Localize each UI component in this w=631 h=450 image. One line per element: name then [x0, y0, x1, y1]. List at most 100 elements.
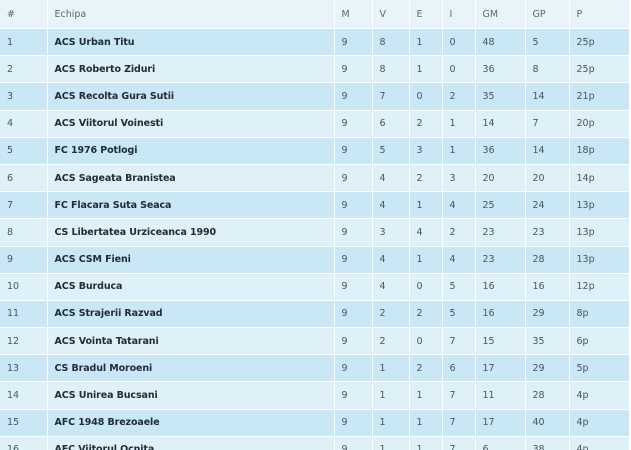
team-name-cell: FC Flacara Suta Seaca	[47, 191, 335, 220]
table-row: 9 ACS CSM Fieni 9 4 1 4 23 28 13p	[0, 246, 630, 274]
losses-cell: 1	[442, 110, 476, 138]
table-row: 8 CS Libertatea Urziceanca 1990 9 3 4 2 23 23 13…	[0, 218, 630, 247]
goals-against-cell: 5	[525, 28, 570, 57]
wins-cell: 2	[372, 300, 410, 329]
col-header-goals-for: GM	[475, 0, 526, 29]
wins-cell: 4	[372, 273, 410, 301]
goals-against-cell: 35	[525, 327, 570, 356]
position-cell: 9	[0, 246, 48, 274]
goals-against-cell: 8	[525, 55, 570, 84]
played-cell: 9	[334, 82, 373, 111]
points-cell: 25p	[569, 55, 630, 84]
points-cell: 18p	[569, 137, 630, 165]
goals-against-cell: 28	[525, 246, 570, 274]
points-cell: 8p	[569, 300, 630, 329]
goals-against-cell: 20	[525, 164, 570, 193]
points-cell: 21p	[569, 82, 630, 111]
goals-against-cell: 38	[525, 436, 570, 450]
losses-cell: 4	[442, 246, 476, 274]
goals-for-cell: 36	[475, 137, 526, 165]
position-cell: 15	[0, 409, 48, 437]
wins-cell: 3	[372, 218, 410, 247]
goals-against-cell: 28	[525, 381, 570, 410]
goals-for-cell: 48	[475, 28, 526, 57]
table-row: 3 ACS Recolta Gura Sutii 9 7 0 2 35 14 21p	[0, 82, 630, 111]
team-name-cell: AFC 1948 Brezoaele	[47, 409, 335, 437]
team-name-cell: ACS Sageata Branistea	[47, 164, 335, 193]
goals-against-cell: 29	[525, 354, 570, 383]
goals-for-cell: 16	[475, 273, 526, 301]
played-cell: 9	[334, 137, 373, 165]
draws-cell: 1	[409, 436, 443, 450]
wins-cell: 5	[372, 137, 410, 165]
table-header: # Echipa M V E I GM GP P	[0, 0, 630, 29]
losses-cell: 0	[442, 28, 476, 57]
played-cell: 9	[334, 164, 373, 193]
draws-cell: 1	[409, 55, 443, 84]
position-cell: 14	[0, 381, 48, 410]
draws-cell: 1	[409, 246, 443, 274]
col-header-played: M	[334, 0, 373, 29]
header-row: # Echipa M V E I GM GP P	[0, 0, 630, 29]
played-cell: 9	[334, 327, 373, 356]
draws-cell: 1	[409, 381, 443, 410]
team-name-cell: ACS Strajerii Razvad	[47, 300, 335, 329]
goals-for-cell: 35	[475, 82, 526, 111]
played-cell: 9	[334, 300, 373, 329]
table-row: 1 ACS Urban Titu 9 8 1 0 48 5 25p	[0, 28, 630, 57]
wins-cell: 4	[372, 164, 410, 193]
draws-cell: 2	[409, 354, 443, 383]
table-row: 7 FC Flacara Suta Seaca 9 4 1 4 25 24 13p	[0, 191, 630, 220]
draws-cell: 1	[409, 28, 443, 57]
team-name-cell: ACS Unirea Bucsani	[47, 381, 335, 410]
position-cell: 2	[0, 55, 48, 84]
position-cell: 6	[0, 164, 48, 193]
table-row: 13 CS Bradul Moroeni 9 1 2 6 17 29 5p	[0, 354, 630, 383]
goals-against-cell: 23	[525, 218, 570, 247]
losses-cell: 3	[442, 164, 476, 193]
table-row: 14 ACS Unirea Bucsani 9 1 1 7 11 28 4p	[0, 381, 630, 410]
goals-for-cell: 23	[475, 218, 526, 247]
position-cell: 7	[0, 191, 48, 220]
losses-cell: 5	[442, 300, 476, 329]
col-header-losses: I	[442, 0, 476, 29]
wins-cell: 1	[372, 409, 410, 437]
losses-cell: 6	[442, 354, 476, 383]
losses-cell: 5	[442, 273, 476, 301]
goals-against-cell: 40	[525, 409, 570, 437]
losses-cell: 7	[442, 327, 476, 356]
position-cell: 11	[0, 300, 48, 329]
table-row: 4 ACS Viitorul Voinesti 9 6 2 1 14 7 20p	[0, 110, 630, 138]
team-name-cell: AFC Viitorul Ocnita	[47, 436, 335, 450]
points-cell: 20p	[569, 110, 630, 138]
played-cell: 9	[334, 191, 373, 220]
wins-cell: 1	[372, 381, 410, 410]
goals-against-cell: 7	[525, 110, 570, 138]
played-cell: 9	[334, 110, 373, 138]
losses-cell: 2	[442, 218, 476, 247]
position-cell: 8	[0, 218, 48, 247]
goals-for-cell: 14	[475, 110, 526, 138]
table-row: 6 ACS Sageata Branistea 9 4 2 3 20 20 14p	[0, 164, 630, 193]
losses-cell: 7	[442, 436, 476, 450]
position-cell: 1	[0, 28, 48, 57]
position-cell: 3	[0, 82, 48, 111]
position-cell: 16	[0, 436, 48, 450]
draws-cell: 4	[409, 218, 443, 247]
wins-cell: 8	[372, 55, 410, 84]
table-row: 12 ACS Vointa Tatarani 9 2 0 7 15 35 6p	[0, 327, 630, 356]
col-header-points: P	[569, 0, 630, 29]
goals-for-cell: 20	[475, 164, 526, 193]
losses-cell: 7	[442, 409, 476, 437]
draws-cell: 0	[409, 82, 443, 111]
draws-cell: 1	[409, 191, 443, 220]
played-cell: 9	[334, 436, 373, 450]
losses-cell: 7	[442, 381, 476, 410]
table-row: 5 FC 1976 Potlogi 9 5 3 1 36 14 18p	[0, 137, 630, 165]
played-cell: 9	[334, 218, 373, 247]
played-cell: 9	[334, 55, 373, 84]
goals-for-cell: 11	[475, 381, 526, 410]
wins-cell: 2	[372, 327, 410, 356]
losses-cell: 2	[442, 82, 476, 111]
table-row: 11 ACS Strajerii Razvad 9 2 2 5 16 29 8p	[0, 300, 630, 329]
